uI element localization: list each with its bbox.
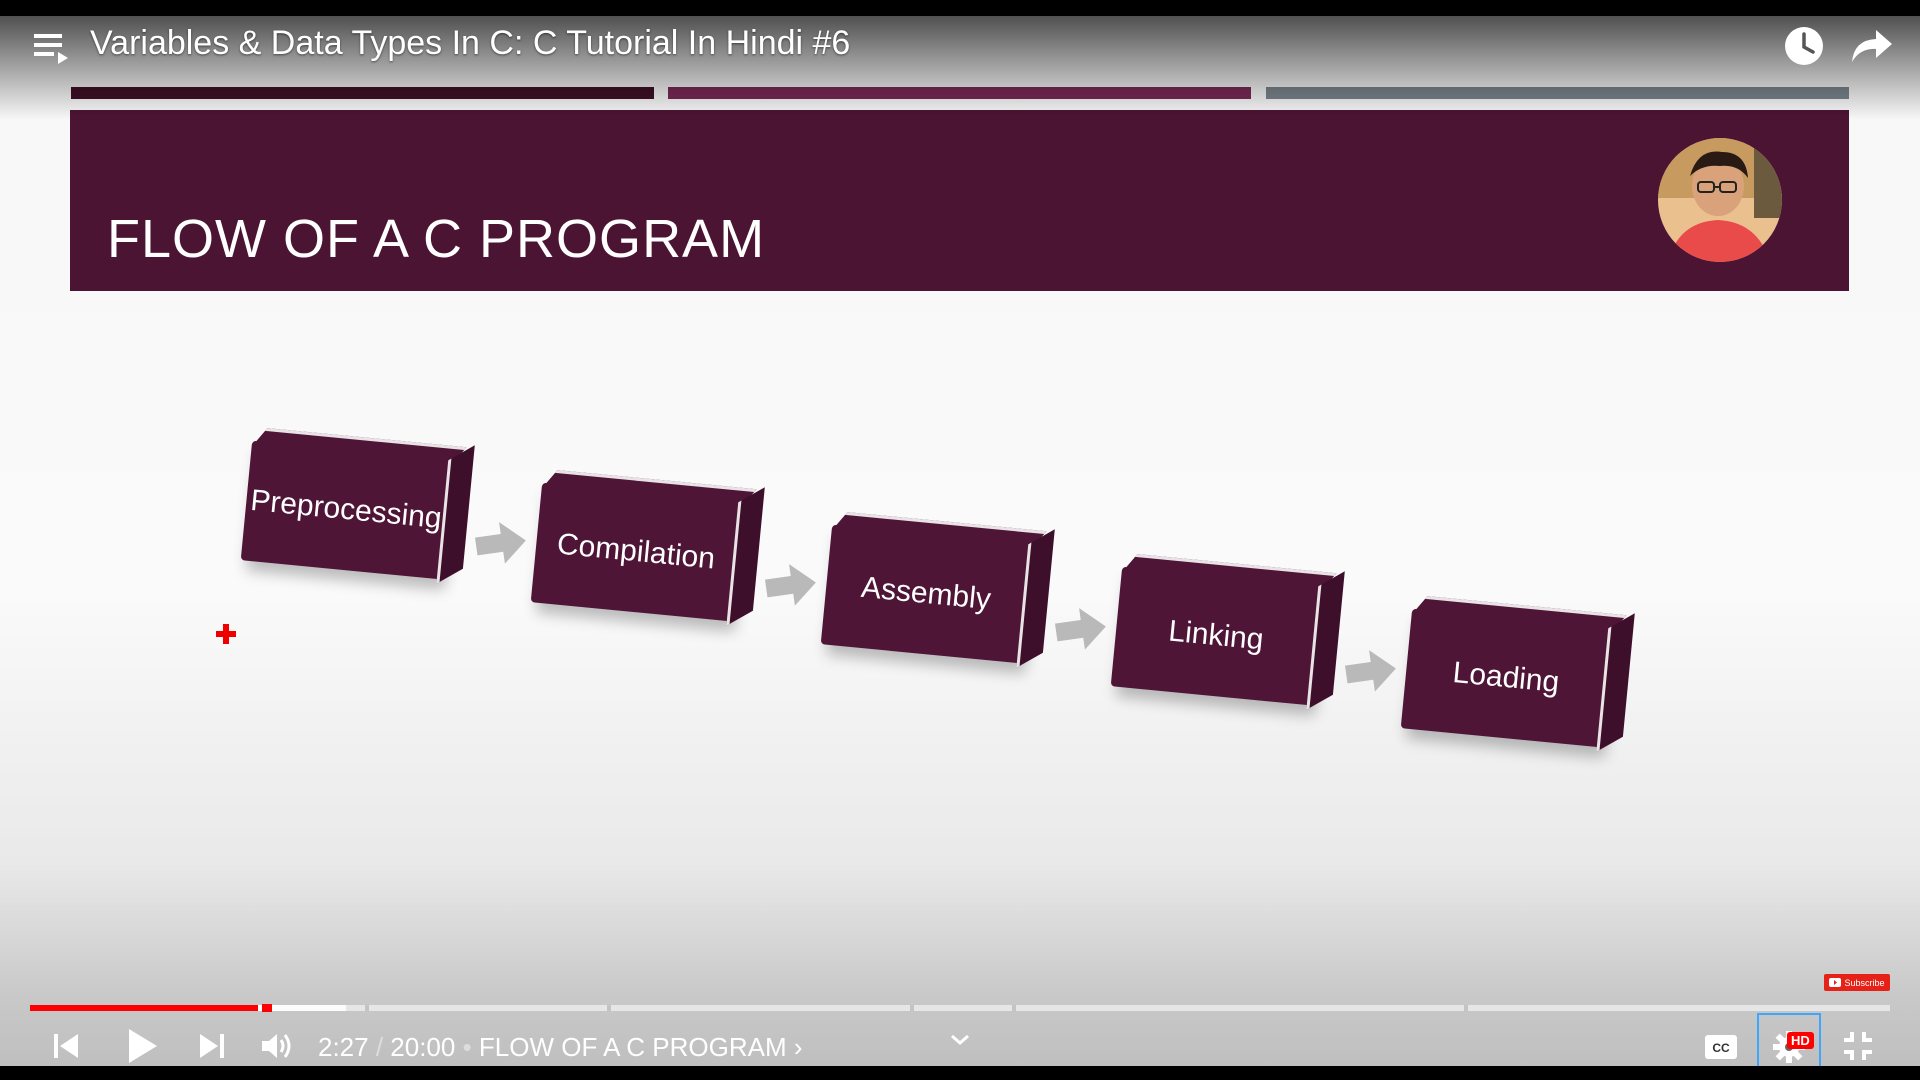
share-icon[interactable] bbox=[1850, 26, 1894, 71]
svg-text:CC: CC bbox=[1712, 1041, 1730, 1055]
chapter-title: FLOW OF A C PROGRAM bbox=[478, 1032, 787, 1062]
slide-title-banner: FLOW OF A C PROGRAM bbox=[70, 110, 1849, 291]
flow-arrow-icon bbox=[1342, 646, 1400, 696]
clock-icon[interactable] bbox=[1783, 25, 1825, 72]
volume-icon[interactable] bbox=[260, 1030, 296, 1067]
flow-step-preprocessing: Preprocessing bbox=[240, 428, 475, 584]
chapter-marker bbox=[1464, 1005, 1469, 1011]
play-icon[interactable] bbox=[124, 1026, 160, 1071]
flow-step-loading: Loading bbox=[1400, 596, 1635, 752]
flow-step-assembly: Assembly bbox=[820, 512, 1055, 668]
chapter-separator: • bbox=[455, 1032, 479, 1062]
chapter-chevron: › bbox=[793, 1032, 803, 1062]
cc-icon[interactable]: CC bbox=[1704, 1034, 1738, 1065]
current-time: 2:27 bbox=[318, 1032, 369, 1062]
flow-step-label: Linking bbox=[1167, 614, 1265, 657]
scrubber-handle[interactable] bbox=[261, 1004, 272, 1012]
slide-title: FLOW OF A C PROGRAM bbox=[107, 209, 766, 269]
flow-arrow-icon bbox=[1052, 604, 1110, 654]
chapter-marker bbox=[909, 1005, 914, 1011]
top-overlay bbox=[0, 0, 1920, 120]
subscribe-label: Subscribe bbox=[1844, 977, 1885, 988]
progress-played bbox=[30, 1005, 258, 1011]
video-title[interactable]: Variables & Data Types In C: C Tutorial … bbox=[90, 24, 851, 62]
flow-arrow-icon bbox=[762, 560, 820, 610]
chapter-marker bbox=[1012, 1005, 1017, 1011]
next-icon[interactable] bbox=[196, 1030, 226, 1067]
chapter-title-button[interactable]: FLOW OF A C PROGRAM › bbox=[479, 1032, 803, 1062]
time-display: 2:27 / 20:00 • FLOW OF A C PROGRAM › bbox=[318, 1032, 803, 1063]
playlist-icon[interactable] bbox=[32, 30, 72, 71]
flow-step-label: Preprocessing bbox=[249, 483, 444, 536]
chapter-marker bbox=[606, 1005, 611, 1011]
previous-icon[interactable] bbox=[52, 1030, 82, 1067]
progress-bar[interactable] bbox=[30, 1005, 1890, 1011]
hd-badge: HD bbox=[1787, 1032, 1814, 1049]
flow-step-linking: Linking bbox=[1110, 554, 1345, 710]
play-badge-icon bbox=[1829, 978, 1842, 987]
top-letterbox bbox=[0, 0, 1920, 16]
flow-step-label: Loading bbox=[1451, 655, 1561, 700]
flow-arrow-icon bbox=[472, 518, 530, 568]
bottom-letterbox bbox=[0, 1066, 1920, 1080]
chapter-marker bbox=[364, 1005, 369, 1011]
red-cross-cursor-icon bbox=[215, 623, 237, 645]
time-separator: / bbox=[368, 1032, 391, 1062]
presenter-avatar bbox=[1658, 138, 1782, 262]
subscribe-watermark[interactable]: Subscribe bbox=[1824, 974, 1890, 991]
duration: 20:00 bbox=[390, 1032, 456, 1062]
flow-step-label: Compilation bbox=[555, 527, 717, 576]
chevron-down-icon[interactable] bbox=[948, 1032, 972, 1053]
flow-step-compilation: Compilation bbox=[530, 470, 765, 626]
flow-step-label: Assembly bbox=[859, 570, 993, 617]
exit-fullscreen-icon[interactable] bbox=[1842, 1030, 1874, 1067]
